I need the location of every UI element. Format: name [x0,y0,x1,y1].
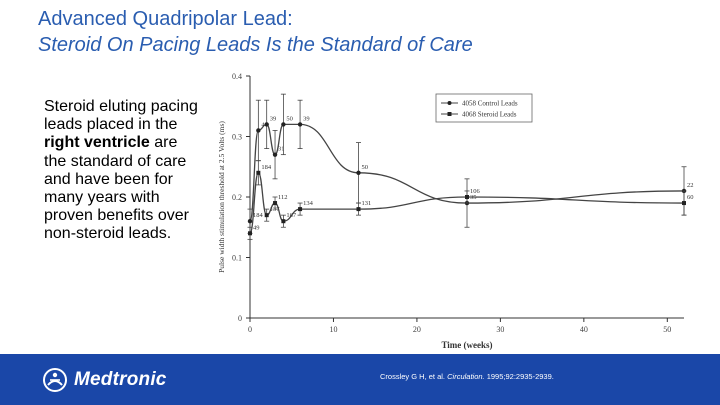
series-line [249,123,685,222]
citation: Crossley G H, et al. Circulation. 1995;9… [380,372,554,381]
data-point [465,195,469,199]
brand-logo: Medtronic [42,367,167,393]
data-label: 39 [270,115,277,122]
x-tick-label: 30 [496,325,504,334]
data-point [356,207,361,212]
legend-label: 4058 Control Leads [462,100,518,108]
legend-box [435,93,533,123]
series-1: 1844439315039503522 [247,93,694,234]
data-label: 50 [362,164,369,171]
citation-authors: Crossley G H, et al. [380,372,448,381]
bullet-text-part2: are the standard of care and have been f… [44,134,189,243]
y-tick-label: 0.3 [232,133,242,142]
data-point [298,207,303,212]
data-label: 60 [687,194,694,201]
data-label: 39 [303,115,310,122]
x-tick-label: 40 [580,325,588,334]
citation-journal: Circulation. [447,372,485,381]
data-point [256,170,261,175]
medtronic-logo-icon [43,368,67,392]
brand-name: Medtronic [74,369,167,390]
data-point [264,213,269,218]
legend-label: 4068 Steroid Leads [462,111,517,119]
data-point [247,219,253,224]
x-axis-label: Time (weeks) [441,340,492,350]
threshold-chart: 0 0.1 0.2 0.3 0.4 0 10 20 30 40 50 Time (weeks) Puls… [217,72,694,350]
data-point [281,219,286,224]
series-2: 49 184 137 112 167 134 131 106 60 [247,160,694,240]
data-label: 50 [286,115,293,122]
data-label: 184 [253,212,264,219]
y-tick-label: 0.4 [232,72,242,81]
slide-title: Advanced Quadripolar Lead: Steroid On Pa… [38,6,473,58]
legend-marker [447,101,452,105]
footer-bar: Medtronic Crossley G H, et al. Circulati… [0,354,720,405]
data-label: 106 [470,188,481,195]
data-point [356,170,361,175]
data-label: 184 [261,164,272,171]
x-tick-label: 50 [663,325,671,334]
data-point [297,122,303,127]
bullet-text-part1: Steroid eluting pacing leads placed in t… [44,98,198,134]
data-label: 31 [278,146,285,153]
x-tick-label: 0 [248,325,252,334]
citation-rest: 1995;92:2935-2939. [484,372,554,381]
title-line-2: Steroid On Pacing Leads Is the Standard … [38,34,473,56]
y-tick-label: 0.2 [232,193,242,202]
y-tick-label: 0.1 [232,254,242,263]
y-tick-label: 0 [238,314,242,323]
series-line [249,172,685,234]
x-tick-label: 20 [413,325,421,334]
data-point [272,152,278,157]
data-label: 49 [253,224,260,231]
data-label: 22 [687,182,694,189]
chart-container: 0 0.1 0.2 0.3 0.4 0 10 20 30 40 50 Time (weeks) Puls… [214,66,704,352]
bullet-text-bold: right ventricle [44,134,150,152]
title-line-1: Advanced Quadripolar Lead: [38,8,293,30]
data-point [281,122,286,127]
data-point [248,231,252,236]
data-point [256,128,261,133]
bullet-text: Steroid eluting pacing leads placed in t… [44,98,204,244]
data-point [273,201,278,206]
data-label: 167 [286,212,297,219]
legend-marker [447,112,452,116]
x-tick-label: 10 [329,325,337,334]
data-label: 134 [303,200,314,207]
data-label: 112 [278,194,288,201]
data-label: 131 [362,200,372,207]
data-point [682,201,686,206]
y-axis-label: Pulse width stimulation threshold at 2.5… [217,121,226,273]
data-label: 137 [270,206,281,213]
data-point [264,122,269,127]
